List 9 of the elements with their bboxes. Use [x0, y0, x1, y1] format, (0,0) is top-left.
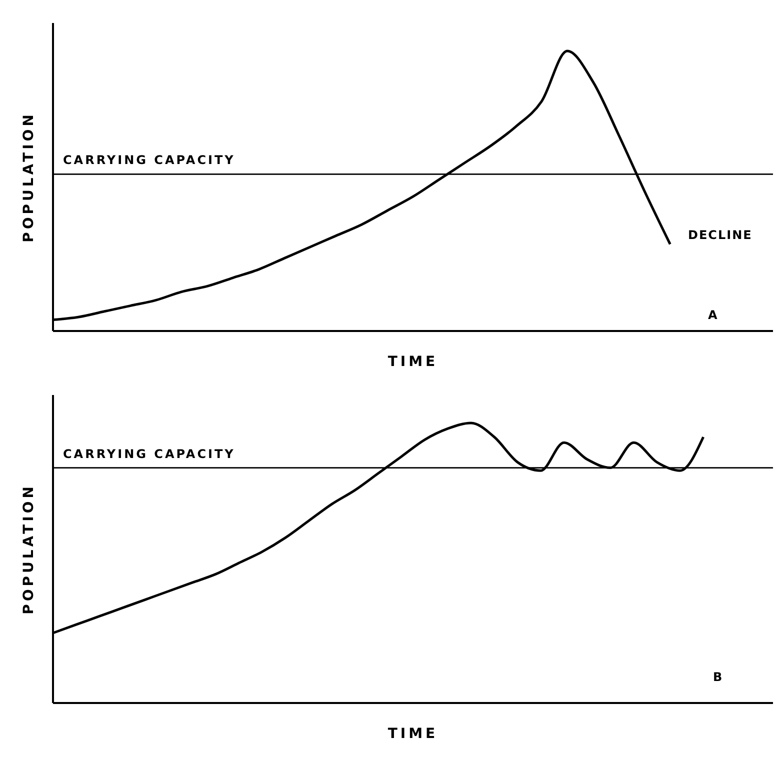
x-axis-title: TIME — [388, 726, 438, 742]
ref-line-label: CARRYING CAPACITY — [63, 446, 236, 461]
ref-line-label: CARRYING CAPACITY — [63, 153, 236, 168]
y-axis-title: POPULATION — [20, 112, 37, 242]
x-axis-title: TIME — [388, 354, 438, 370]
annotation: B — [713, 670, 724, 684]
annotation: A — [708, 308, 718, 322]
y-axis-title: POPULATION — [20, 484, 37, 614]
annotation: DECLINE — [688, 228, 752, 242]
